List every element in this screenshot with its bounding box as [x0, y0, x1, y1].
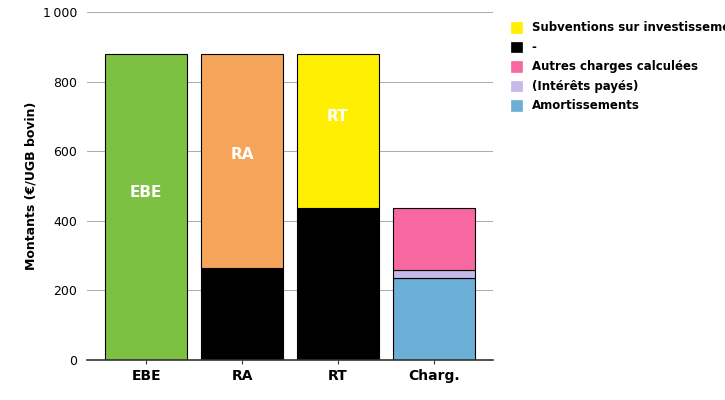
Bar — [105, 54, 187, 360]
Bar — [202, 54, 283, 268]
Y-axis label: Montants (€/UGB bovin): Montants (€/UGB bovin) — [25, 102, 38, 270]
Bar — [393, 208, 475, 270]
Bar — [297, 54, 378, 208]
Bar — [202, 268, 283, 360]
Text: RA: RA — [231, 147, 254, 162]
Text: RT: RT — [327, 109, 349, 124]
Bar — [297, 208, 378, 360]
Text: EBE: EBE — [130, 186, 162, 200]
Bar — [393, 270, 475, 278]
Legend: Subventions sur investissements, -, Autres charges calculées, (Intérêts payés), : Subventions sur investissements, -, Autr… — [507, 18, 725, 116]
Bar — [393, 278, 475, 360]
